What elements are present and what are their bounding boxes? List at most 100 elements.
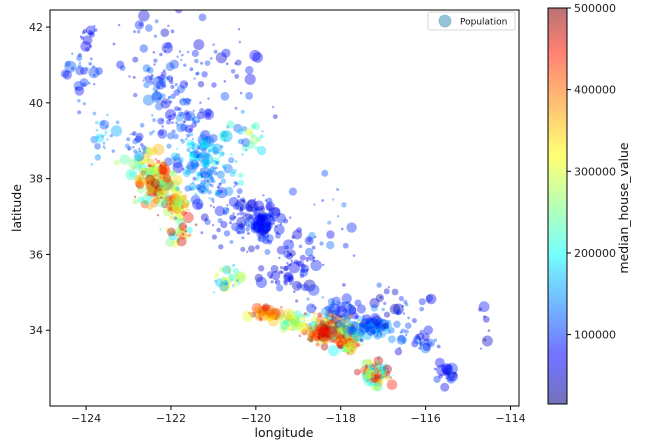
data-point <box>276 284 284 292</box>
data-point <box>162 83 167 88</box>
data-point <box>404 302 409 307</box>
data-point <box>99 120 106 126</box>
data-point <box>185 137 188 141</box>
data-point <box>157 197 161 200</box>
data-point <box>150 183 155 188</box>
data-point <box>375 323 380 327</box>
data-point <box>206 146 209 149</box>
data-point <box>254 145 259 150</box>
data-point <box>256 214 269 227</box>
data-point <box>154 158 157 161</box>
data-point <box>215 278 224 287</box>
data-point <box>392 303 404 315</box>
data-point <box>253 198 256 201</box>
data-point <box>334 325 340 331</box>
data-point <box>152 130 155 133</box>
data-point <box>296 320 300 323</box>
data-point <box>195 157 199 161</box>
data-point <box>281 314 285 318</box>
data-point <box>206 145 209 148</box>
data-point <box>132 56 139 63</box>
data-point <box>183 202 189 209</box>
x-tick-label: −116 <box>411 412 441 425</box>
data-point <box>329 327 336 334</box>
data-point <box>283 250 291 258</box>
data-point <box>218 182 222 187</box>
data-point <box>141 194 153 206</box>
data-point <box>165 109 177 121</box>
data-point <box>112 42 116 46</box>
data-point <box>217 185 220 189</box>
data-point <box>340 328 347 334</box>
data-point <box>175 233 179 237</box>
data-point <box>342 330 346 334</box>
data-point <box>363 325 366 329</box>
data-point <box>262 229 266 232</box>
data-point <box>421 333 430 341</box>
data-point <box>425 294 433 302</box>
data-point <box>220 283 230 293</box>
data-point <box>434 357 445 368</box>
data-point <box>293 310 302 319</box>
data-point <box>102 145 106 148</box>
data-point <box>257 303 262 307</box>
data-point <box>177 157 180 160</box>
data-point <box>176 237 180 242</box>
data-point <box>321 334 325 338</box>
data-point <box>333 332 338 337</box>
data-point <box>331 316 335 319</box>
data-point <box>377 366 381 370</box>
data-point <box>212 143 223 154</box>
data-point <box>170 199 173 203</box>
data-point <box>266 235 270 238</box>
data-point <box>257 219 261 223</box>
data-point <box>258 310 262 314</box>
data-point <box>306 325 313 332</box>
data-point <box>323 326 326 329</box>
data-point <box>191 122 197 128</box>
data-point <box>171 201 177 207</box>
data-point <box>190 142 193 145</box>
data-point <box>222 165 225 168</box>
data-point <box>309 328 313 332</box>
data-point <box>338 327 342 330</box>
data-point <box>352 332 363 342</box>
data-point <box>233 280 237 285</box>
data-point <box>238 222 243 227</box>
data-point <box>208 143 217 152</box>
data-point <box>178 161 181 165</box>
data-point <box>210 157 220 167</box>
data-point <box>152 173 156 178</box>
data-point <box>308 328 312 332</box>
data-point <box>167 205 173 212</box>
data-point <box>178 201 184 206</box>
data-point <box>103 147 106 150</box>
data-point <box>137 155 148 166</box>
data-point <box>228 273 236 281</box>
data-point <box>241 153 244 156</box>
data-point <box>143 81 150 89</box>
data-point <box>143 199 149 205</box>
data-point <box>226 207 229 211</box>
data-point <box>358 322 369 334</box>
data-point <box>172 233 176 237</box>
data-point <box>76 55 83 61</box>
data-point <box>139 166 142 169</box>
data-point <box>167 200 179 212</box>
data-point <box>231 222 240 232</box>
data-point <box>296 283 302 289</box>
data-point <box>376 378 384 386</box>
data-point <box>106 138 109 141</box>
data-point <box>259 309 262 313</box>
data-point <box>167 196 180 209</box>
data-point <box>262 194 265 197</box>
data-point <box>386 379 398 391</box>
data-point <box>223 80 227 83</box>
data-point <box>320 330 324 334</box>
data-point <box>147 185 159 197</box>
data-point <box>207 183 210 186</box>
data-point <box>174 171 177 174</box>
data-point <box>341 328 349 336</box>
data-point <box>93 28 98 32</box>
